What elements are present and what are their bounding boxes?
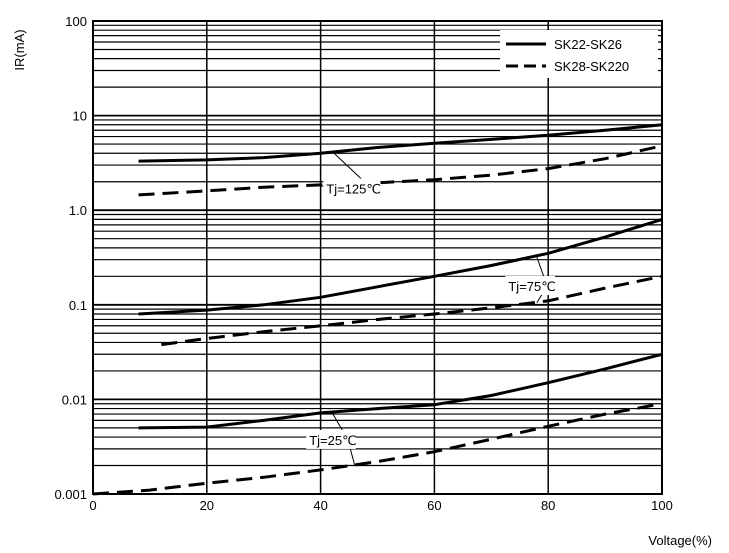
- x-tick-label: 40: [313, 498, 327, 513]
- series-line: [138, 217, 663, 316]
- annotation-background: [323, 178, 381, 198]
- x-axis-label: Voltage(%): [648, 533, 712, 548]
- x-tick-label: 100: [651, 498, 673, 513]
- series-line: [161, 274, 663, 347]
- legend-label: SK28-SK220: [554, 59, 629, 74]
- x-tick-label: 60: [427, 498, 441, 513]
- y-axis-label: IR(mA): [12, 29, 27, 70]
- x-tick-label: 0: [89, 498, 96, 513]
- series-line: [92, 402, 663, 496]
- y-tick-label: 0.01: [62, 392, 87, 407]
- annotation-label: Tj=125℃: [326, 182, 381, 197]
- legend-label: SK22-SK26: [554, 37, 622, 52]
- annotation-label: Tj=75℃: [508, 279, 555, 294]
- x-tick-label: 80: [541, 498, 555, 513]
- legend: SK22-SK26 SK28-SK220: [500, 30, 658, 78]
- x-tick-label: 20: [200, 498, 214, 513]
- grid: [93, 21, 662, 494]
- legend-box: [500, 30, 658, 78]
- annotations: Tj=125℃ Tj=75℃ Tj=25℃: [306, 150, 556, 466]
- plot-frame: [92, 20, 663, 495]
- series-line: [138, 123, 663, 163]
- y-tick-label: 1.0: [69, 203, 87, 218]
- tick-labels: 0 20 40 60 80 100 0.001 0.01 0.1 1.0 10 100: [54, 14, 672, 513]
- series-line: [138, 352, 663, 430]
- y-tick-label: 10: [73, 109, 87, 124]
- series-line: [138, 144, 663, 197]
- annotation-background: [306, 429, 356, 449]
- series-layer: [92, 123, 663, 496]
- annotation-label: Tj=25℃: [309, 433, 356, 448]
- y-tick-label: 0.001: [54, 487, 87, 502]
- y-tick-label: 0.1: [69, 298, 87, 313]
- annotation-background: [505, 275, 555, 295]
- y-tick-label: 100: [65, 14, 87, 29]
